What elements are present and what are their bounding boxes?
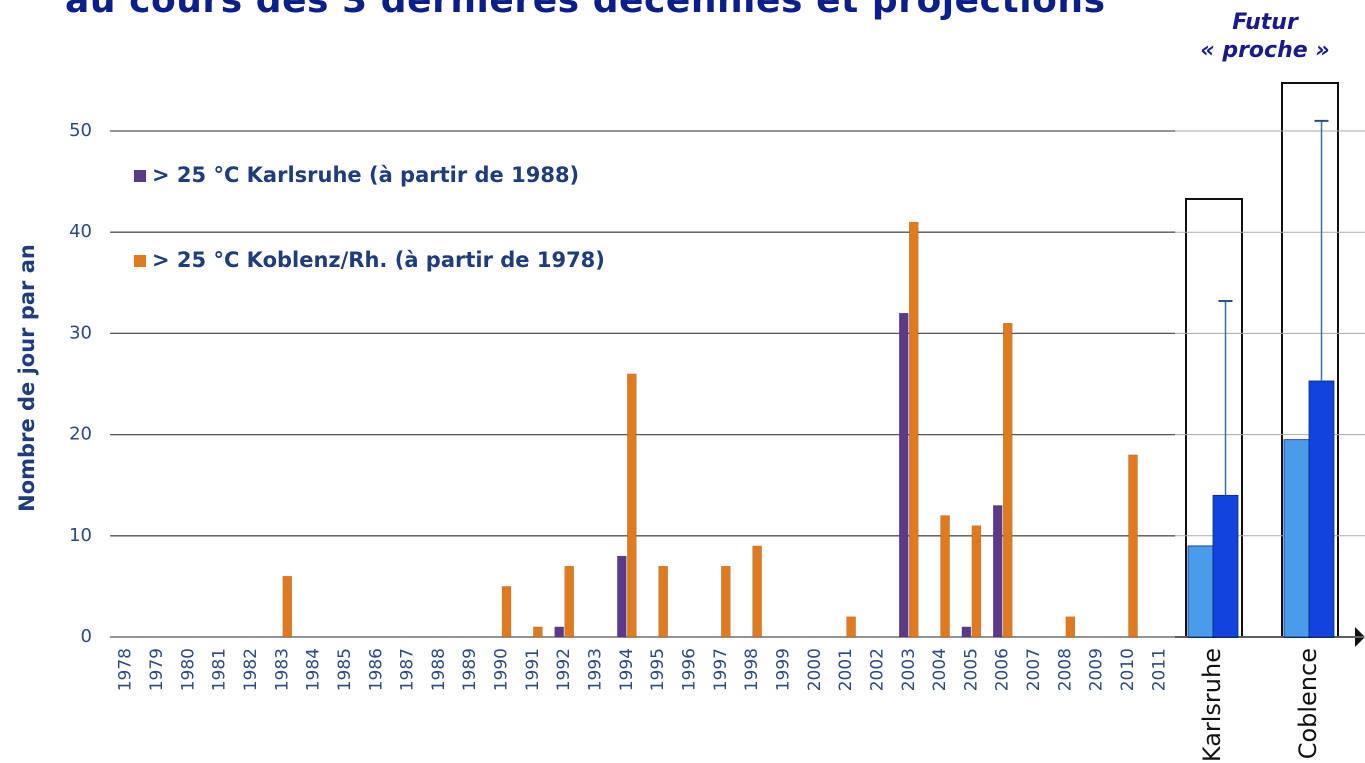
x-tick-label: 2008 <box>1055 648 1075 691</box>
bar <box>554 626 564 638</box>
x-tick-label: 2010 <box>1118 648 1138 691</box>
x-tick-label: 1991 <box>523 648 543 691</box>
x-tick-label: 1996 <box>679 648 699 691</box>
x-tick-label: 1989 <box>460 648 480 691</box>
y-tick-label: 40 <box>69 221 92 242</box>
x-tick-label: 2005 <box>961 648 981 691</box>
x-tick-label: 1983 <box>272 648 292 691</box>
x-tick-label: 1988 <box>429 648 449 691</box>
y-tick-label: 20 <box>69 424 92 445</box>
panel-title: « proche » <box>1200 38 1329 63</box>
x-tick-label: 1984 <box>304 648 324 691</box>
x-tick-label: 2006 <box>993 648 1013 691</box>
x-tick-label: 1998 <box>742 648 762 691</box>
x-tick-label: 1985 <box>335 648 355 691</box>
y-axis-label: Nombre de jour par an <box>15 244 39 512</box>
bar <box>1128 454 1138 638</box>
x-tick-label: 1980 <box>178 648 198 691</box>
x-tick-label: 2001 <box>836 648 856 691</box>
x-tick-label: Karlsruhe <box>1198 648 1226 762</box>
bar <box>1065 616 1076 638</box>
bar <box>627 373 637 638</box>
bar <box>971 525 982 638</box>
x-tick-label: 2007 <box>1024 648 1044 691</box>
legend-label: > 25 °C Karlsruhe (à partir de 1988) <box>152 163 579 187</box>
legend-marker <box>134 255 146 267</box>
legend-label: > 25 °C Koblenz/Rh. (à partir de 1978) <box>152 248 605 272</box>
bar <box>282 576 293 638</box>
bar <box>961 626 972 638</box>
bar <box>992 505 1003 638</box>
x-tick-label: 2000 <box>805 648 825 691</box>
x-tick-label: 1979 <box>147 648 167 691</box>
bar <box>846 616 856 638</box>
x-tick-label: 1986 <box>366 648 386 691</box>
bar <box>899 312 909 638</box>
panel-title: Futur <box>1232 10 1299 35</box>
bar <box>1212 494 1239 638</box>
x-tick-label: 1982 <box>241 648 261 691</box>
x-tick-label: 1987 <box>398 648 418 691</box>
x-tick-label: 1999 <box>773 648 793 691</box>
x-tick-label: 1997 <box>711 648 731 691</box>
bar <box>721 565 731 638</box>
bar <box>501 586 512 638</box>
bar <box>1002 323 1013 638</box>
bar <box>658 565 668 638</box>
x-tick-label: 1978 <box>116 648 136 691</box>
y-tick-label: 10 <box>69 525 92 546</box>
x-tick-label: 2004 <box>930 648 950 691</box>
x-tick-label: 2002 <box>867 648 887 691</box>
bar <box>617 555 627 638</box>
y-tick-label: 50 <box>69 120 92 141</box>
bar <box>940 515 950 638</box>
y-tick-label: 30 <box>69 322 92 343</box>
x-tick-label: 1990 <box>492 648 512 691</box>
x-tick-label: 1995 <box>648 648 668 691</box>
x-tick-label: 1994 <box>617 648 637 691</box>
x-tick-label: 2003 <box>899 648 919 691</box>
bar <box>1187 545 1214 638</box>
x-tick-label: 2011 <box>1149 648 1169 691</box>
chart-title: au cours des 3 dernières décennies et pr… <box>65 0 1105 21</box>
x-tick-label: 1993 <box>586 648 606 691</box>
legend-marker <box>134 170 146 182</box>
x-tick-label: Coblence <box>1294 648 1322 759</box>
bar <box>1308 380 1335 638</box>
x-tick-label: 1992 <box>554 648 574 691</box>
bar <box>1283 439 1310 638</box>
bar <box>752 545 762 638</box>
x-tick-label: 1981 <box>210 648 230 691</box>
bar <box>564 565 574 638</box>
bar <box>909 221 919 638</box>
y-tick-label: 0 <box>81 626 92 647</box>
x-tick-label: 2009 <box>1087 648 1107 691</box>
bar <box>533 626 543 638</box>
